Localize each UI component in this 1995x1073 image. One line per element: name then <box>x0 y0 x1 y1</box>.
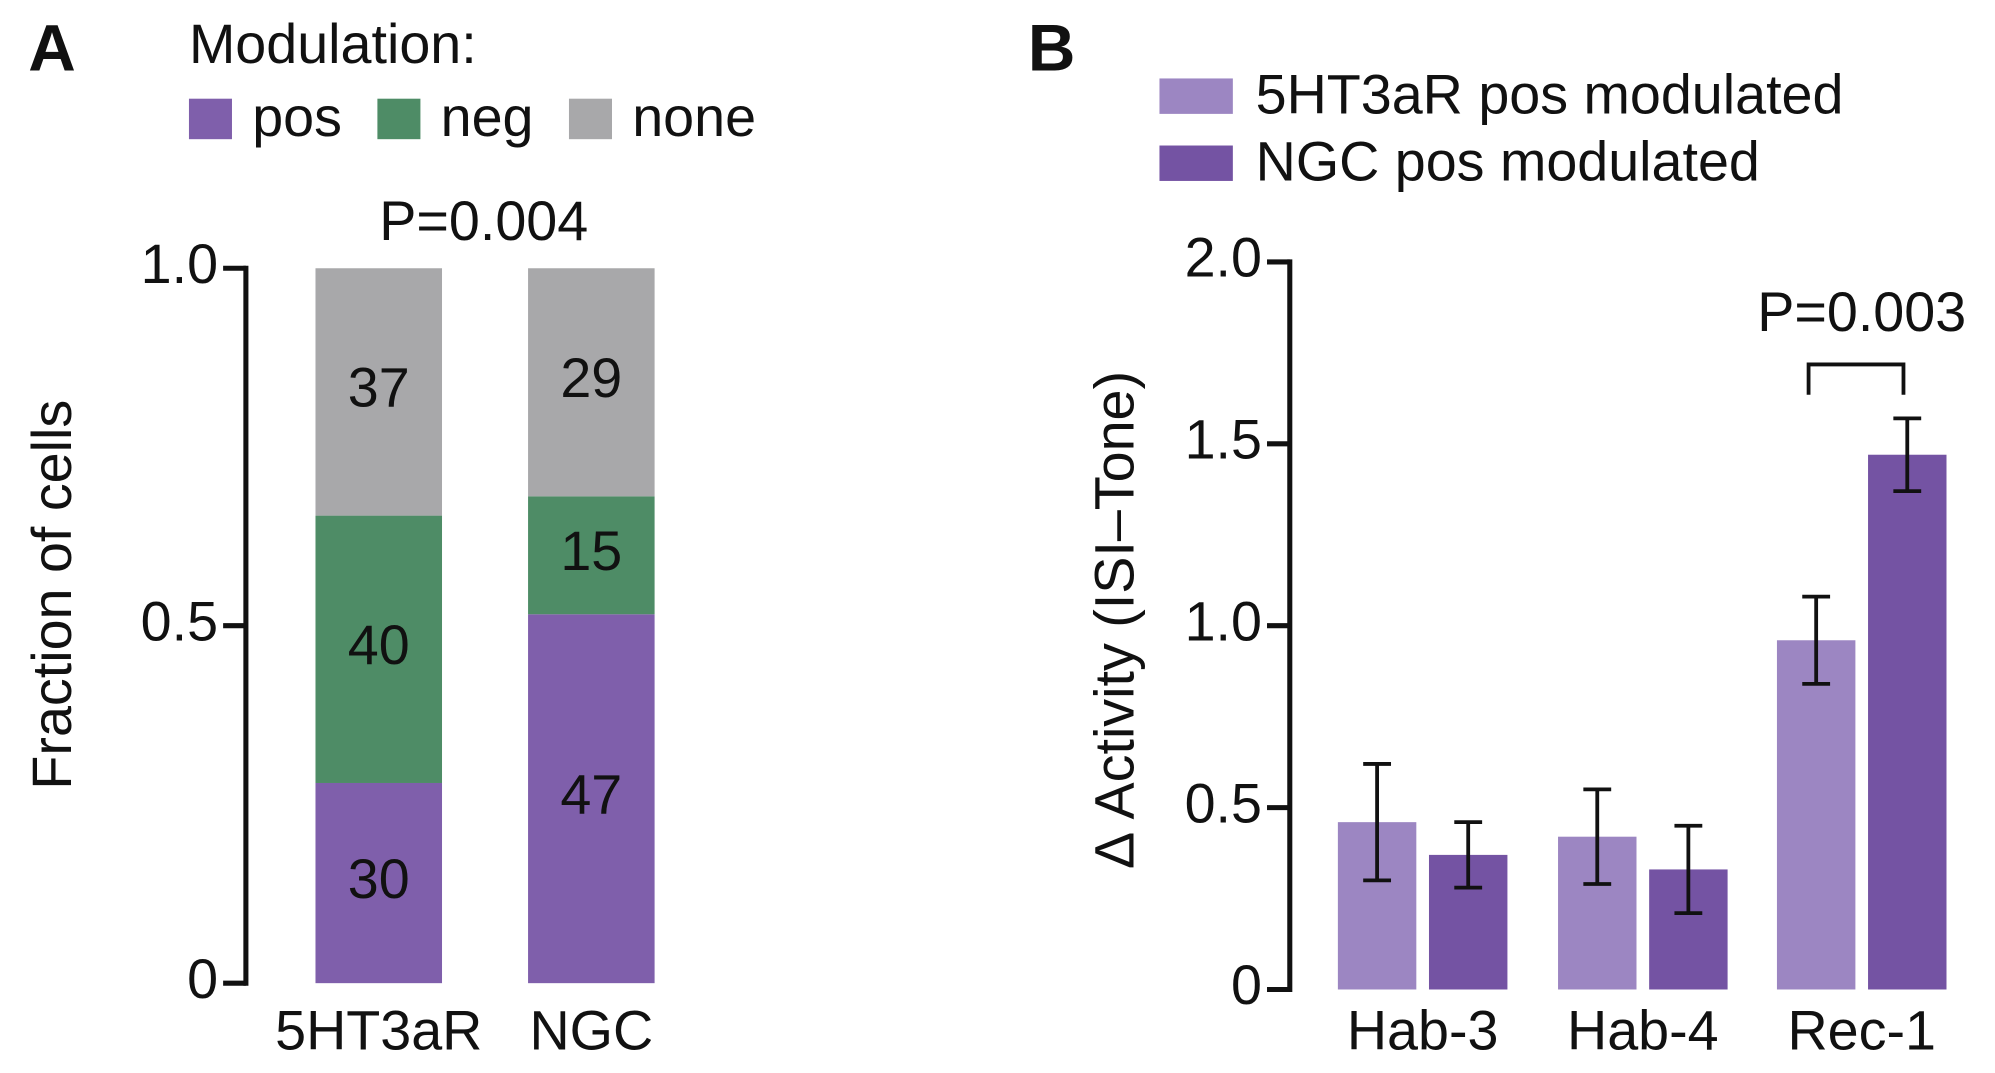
bar-segment <box>315 515 443 783</box>
y-tick-label: 1.0 <box>1185 590 1262 652</box>
x-tick-label: NGC <box>529 1000 653 1062</box>
count-label: 30 <box>348 848 410 910</box>
bar <box>1776 640 1856 990</box>
y-tick-label: 0 <box>1231 954 1262 1016</box>
y-tick-label: 2.0 <box>1185 227 1262 289</box>
bar-segment <box>315 782 443 984</box>
bar-segment <box>315 268 443 516</box>
y-axis-label: Δ Activity (ISI–Tone) <box>1084 371 1146 869</box>
bar-segment <box>528 496 655 615</box>
count-label: 40 <box>348 614 410 676</box>
panel-label: A <box>28 11 76 85</box>
y-axis-label: Fraction of cells <box>21 400 83 790</box>
legend-label: pos <box>252 86 342 148</box>
legend-swatch <box>188 98 232 140</box>
y-tick-label: 0.5 <box>1185 772 1262 834</box>
legend-label: NGC pos modulated <box>1256 130 1760 192</box>
bar <box>1868 454 1947 990</box>
y-tick-label: 0.5 <box>141 590 218 652</box>
legend-label: 5HT3aR pos modulated <box>1256 63 1844 125</box>
legend-swatch <box>568 98 612 140</box>
annotation: P=0.004 <box>379 190 588 252</box>
count-label: 29 <box>560 347 622 409</box>
bar-segment <box>528 268 655 497</box>
significance-bracket <box>1806 362 1906 395</box>
x-tick-label: Hab-4 <box>1567 1000 1719 1062</box>
y-tick-label: 1.0 <box>141 233 218 295</box>
legend-swatch <box>1159 78 1233 114</box>
legend-label: neg <box>441 86 534 148</box>
count-label: 37 <box>348 357 410 419</box>
legend-swatch <box>377 98 421 140</box>
legend-swatch <box>1159 145 1233 181</box>
panel-label: B <box>1028 11 1076 85</box>
bar-segment <box>528 614 655 984</box>
y-tick-label: 1.5 <box>1185 409 1262 471</box>
x-tick-label: 5HT3aR <box>275 1000 482 1062</box>
x-tick-label: Hab-3 <box>1347 1000 1499 1062</box>
x-tick-label: Rec-1 <box>1787 1000 1935 1062</box>
y-tick-label: 0 <box>187 948 218 1010</box>
count-label: 47 <box>560 763 622 825</box>
legend-label: none <box>632 86 756 148</box>
legend-title: Modulation: <box>189 13 477 75</box>
count-label: 15 <box>560 520 622 582</box>
annotation: P=0.003 <box>1757 281 1966 343</box>
